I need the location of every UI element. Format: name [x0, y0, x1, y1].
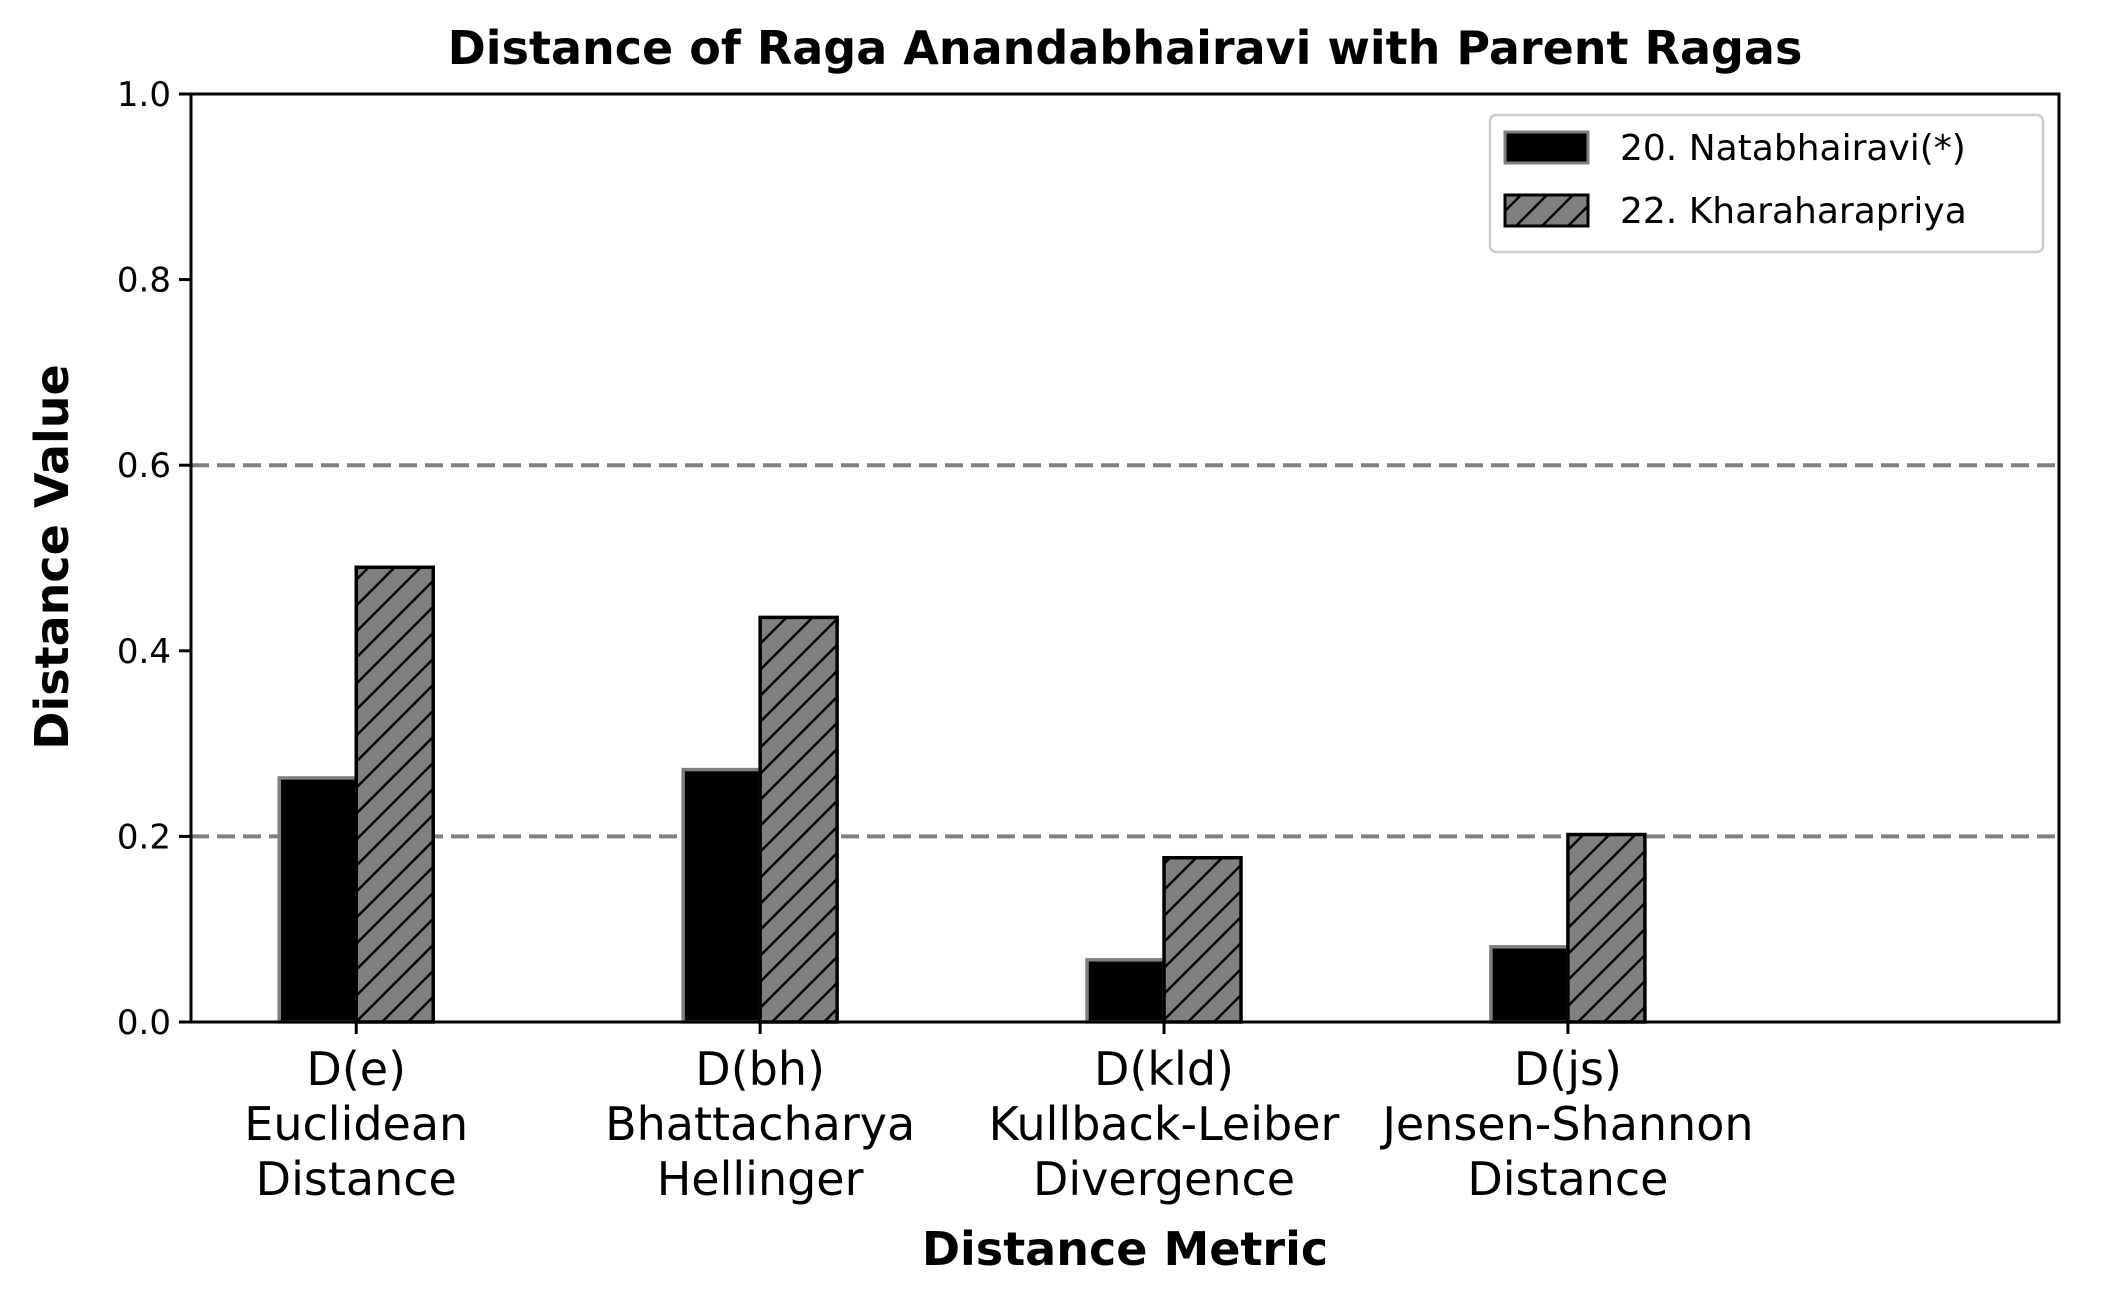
y-tick-label-2: 0.4 — [117, 632, 171, 672]
x-tick-label-line: D(bh) — [695, 1042, 825, 1096]
bar-series-1-cat-2 — [1162, 855, 1243, 1024]
x-tick-label-line: Euclidean — [244, 1097, 468, 1151]
bar-series-0-cat-3 — [1489, 945, 1570, 1024]
y-tick-label-4: 0.8 — [117, 261, 171, 301]
bar-series-1-cat-0 — [354, 565, 435, 1024]
y-tick-label-0: 0.0 — [117, 1003, 171, 1043]
x-tick-label-3: D(js) Jensen-Shannon Distance — [1379, 1042, 1753, 1206]
legend-label-0: 20. Natabhairavi(*) — [1620, 128, 1966, 169]
plot-frame — [189, 92, 2061, 1024]
x-tick-label-line: Divergence — [1033, 1152, 1295, 1206]
plot-area: 0.00.20.40.60.81.0D(e) Euclidean DistanceD… — [117, 75, 2061, 1206]
legend-box — [1488, 113, 2045, 254]
x-tick-label-line: Distance — [256, 1152, 457, 1206]
x-tick-label-line: Distance — [1467, 1152, 1668, 1206]
bar-series-1-cat-3 — [1566, 832, 1647, 1024]
x-tick-label-0: D(e) Euclidean Distance — [244, 1042, 468, 1206]
x-tick-label-line: D(kld) — [1094, 1042, 1234, 1096]
legend-label-1: 22. Kharaharapriya — [1620, 191, 1967, 232]
x-tick-label-line: Hellinger — [657, 1152, 864, 1206]
bar-series-0-cat-1 — [681, 767, 762, 1024]
x-tick-label-line: Kullback-Leiber — [989, 1097, 1340, 1151]
legend-swatch-0 — [1503, 130, 1590, 165]
bar-series-0-cat-2 — [1085, 958, 1166, 1024]
y-tick-label-1: 0.2 — [117, 817, 171, 857]
chart-title: Distance of Raga Anandabhairavi with Par… — [448, 21, 1803, 75]
bar-series-1-cat-1 — [758, 615, 839, 1024]
y-axis-label: Distance Value — [25, 364, 79, 749]
x-tick-label-1: D(bh) Bhattacharya Hellinger — [605, 1042, 915, 1206]
bar-series-0-cat-0 — [277, 776, 358, 1024]
legend-swatch-1 — [1503, 193, 1590, 228]
x-tick-label-line: D(js) — [1514, 1042, 1622, 1096]
x-axis-label: Distance Metric — [922, 1222, 1328, 1276]
x-tick-label-line: Jensen-Shannon — [1379, 1097, 1753, 1151]
legend: 20. Natabhairavi(*) 22. Kharaharapriya — [1488, 113, 2045, 254]
y-tick-label-3: 0.6 — [117, 446, 171, 486]
x-tick-label-line: Bhattacharya — [605, 1097, 915, 1151]
y-tick-label-5: 1.0 — [117, 75, 171, 115]
x-tick-label-2: D(kld) Kullback-Leiber Divergence — [989, 1042, 1340, 1206]
x-tick-label-line: D(e) — [306, 1042, 406, 1096]
